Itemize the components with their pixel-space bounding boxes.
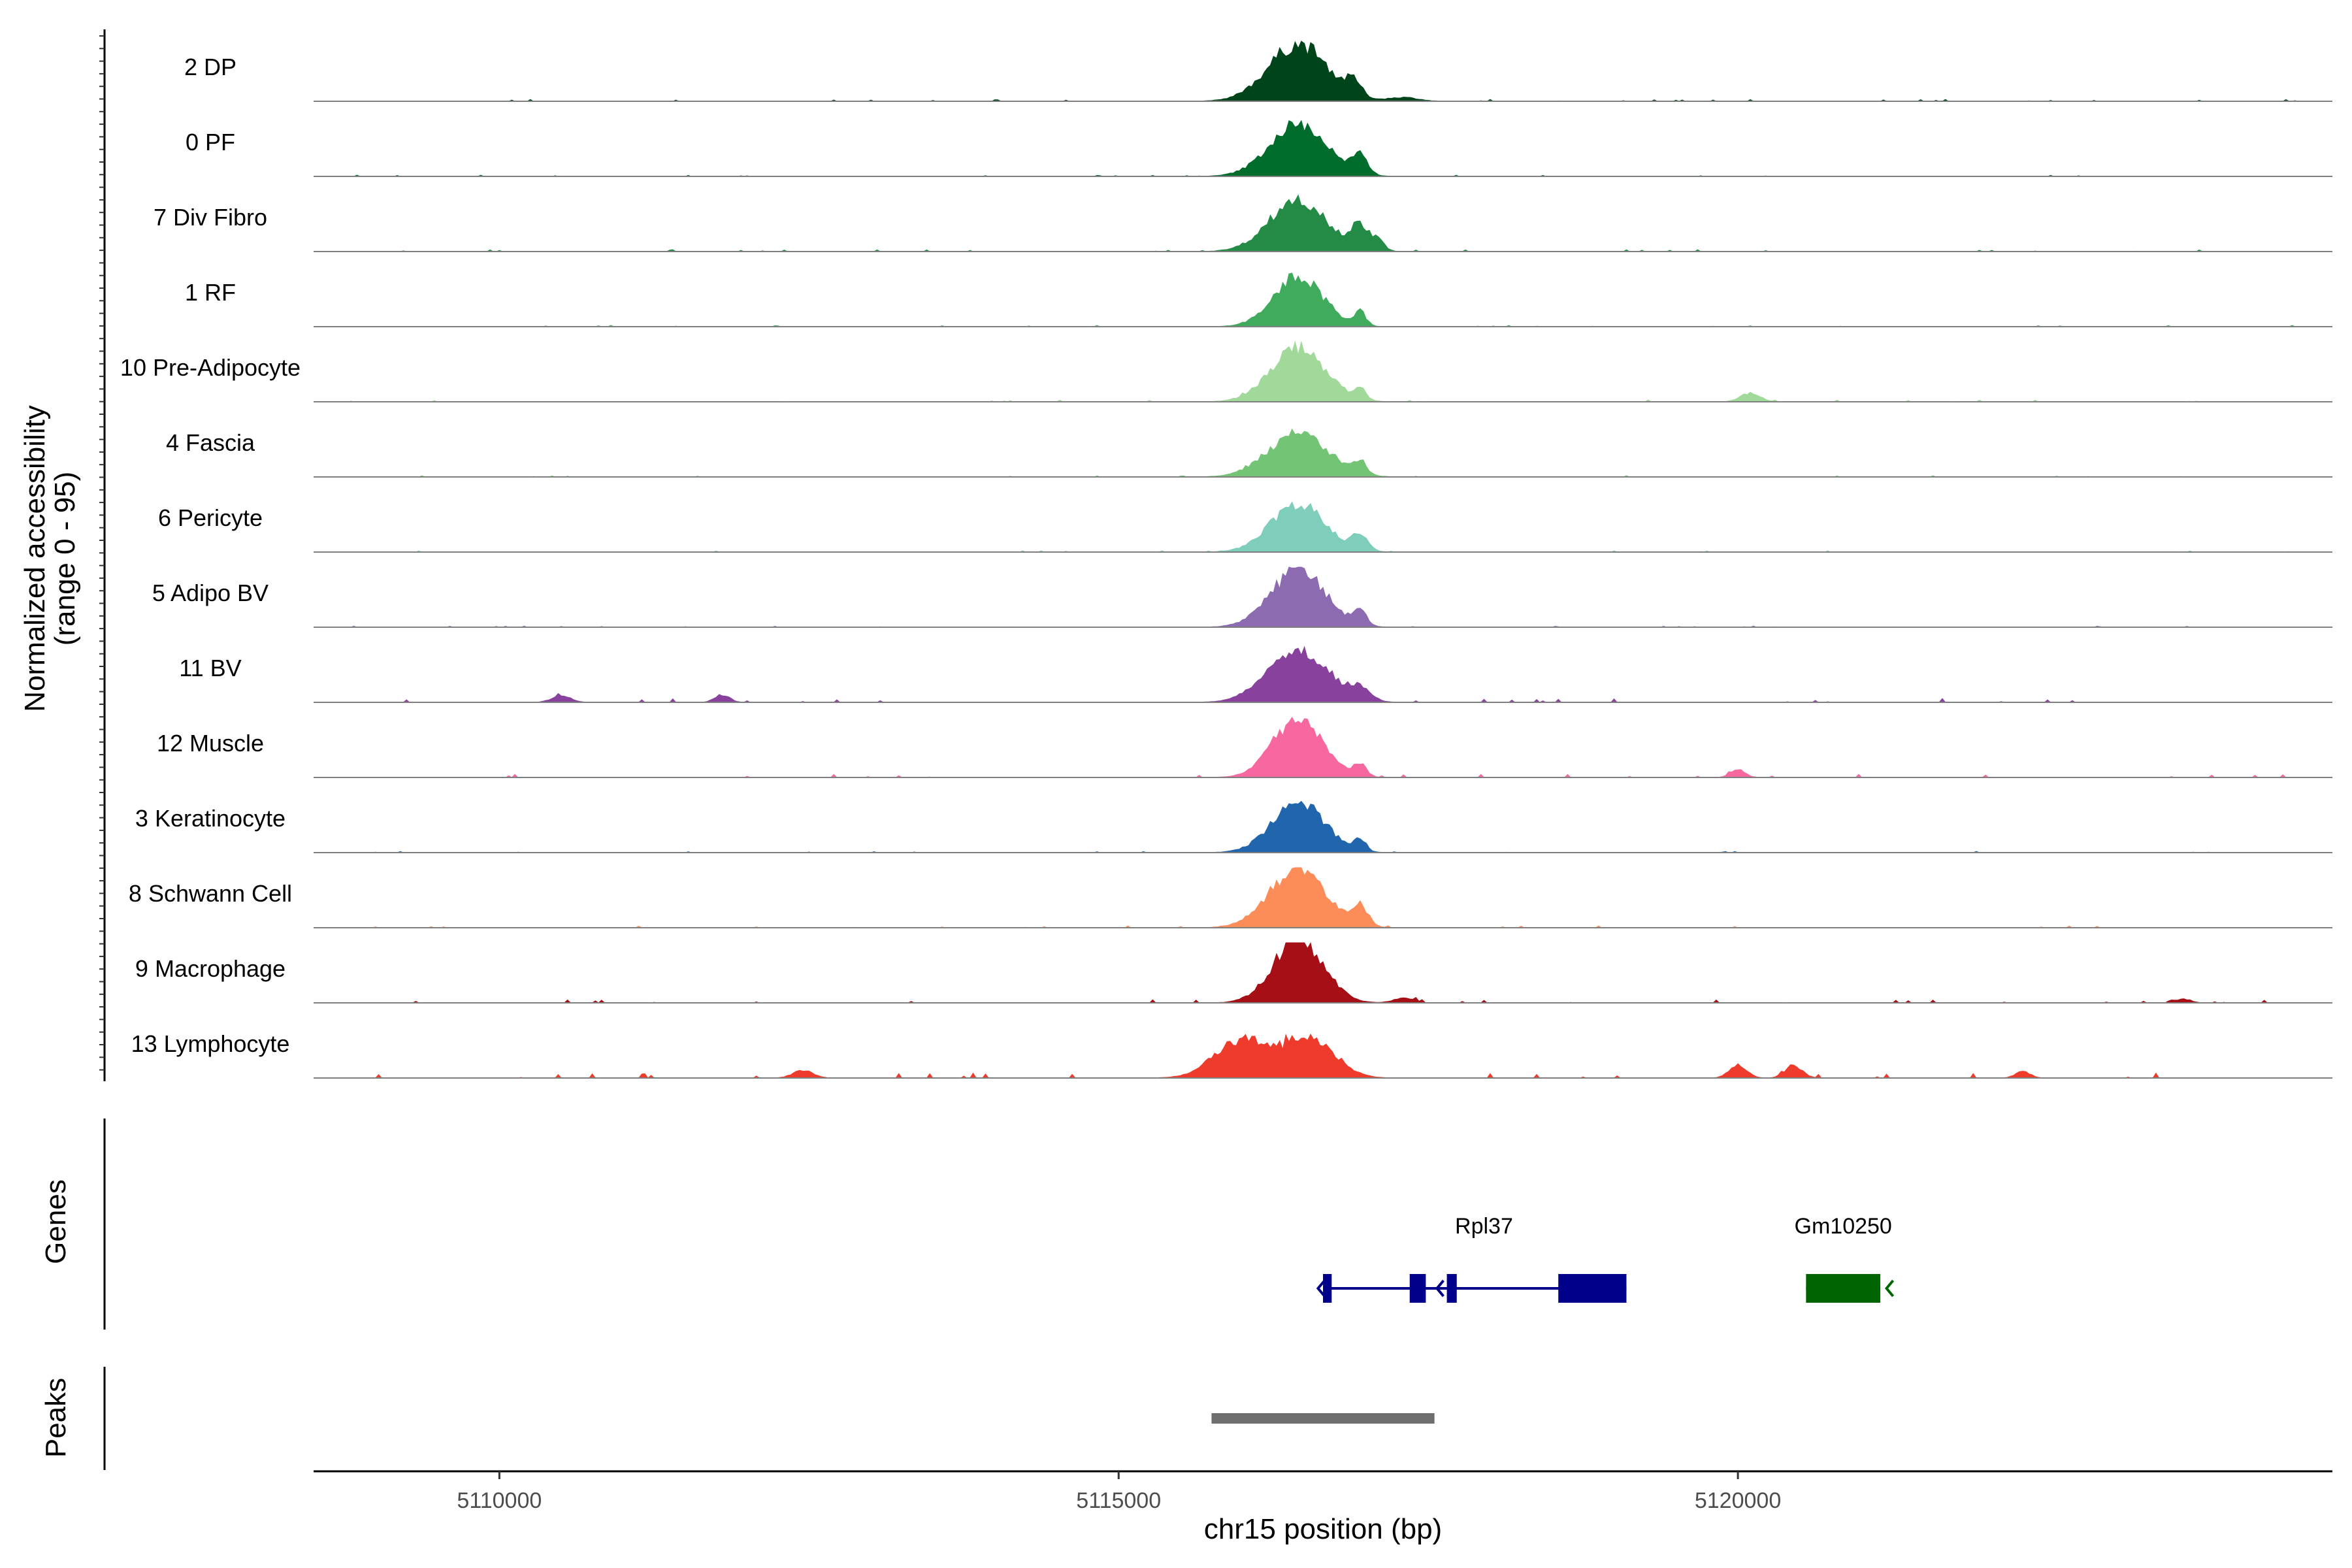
track-2-dp: 2 DP — [184, 41, 2332, 102]
peak-region — [1211, 1413, 1435, 1424]
track-12-muscle: 12 Muscle — [157, 717, 2332, 778]
track-8-schwann-cell: 8 Schwann Cell — [129, 867, 2332, 928]
peaks-panel — [103, 1367, 1435, 1470]
coverage-area — [350, 566, 2296, 628]
coverage-area — [350, 867, 2296, 928]
track-label: 6 Pericyte — [158, 504, 263, 531]
track-13-lymphocyte: 13 Lymphocyte — [131, 1030, 2332, 1079]
gene-label: Rpl37 — [1455, 1214, 1513, 1239]
gene-exon — [1446, 1274, 1457, 1303]
genes-panel: Rpl37 Gm10250 — [103, 1119, 1895, 1330]
x-tick-label: 5110000 — [457, 1488, 542, 1513]
y-axis-title-line1: Normalized accessibility — [19, 405, 51, 711]
coverage-area — [350, 272, 2296, 327]
genes-panel-title: Genes — [40, 1179, 72, 1264]
gene-label: Gm10250 — [1795, 1214, 1892, 1239]
coverage-area — [350, 717, 2296, 778]
track-5-adipo-bv: 5 Adipo BV — [152, 566, 2332, 628]
track-11-bv: 11 BV — [179, 645, 2332, 703]
gene-exon — [1323, 1274, 1332, 1303]
x-axis: 5110000 5115000 5120000 — [314, 1470, 2332, 1513]
track-label: 3 Keratinocyte — [135, 805, 286, 832]
strand-arrow-icon — [1316, 1279, 1326, 1298]
x-tick-label: 5115000 — [1076, 1488, 1161, 1513]
peaks-panel-title: Peaks — [40, 1378, 72, 1458]
track-label: 8 Schwann Cell — [129, 880, 292, 907]
gene-exon — [1558, 1274, 1627, 1303]
track-1-rf: 1 RF — [185, 272, 2332, 327]
track-0-pf: 0 PF — [186, 120, 2332, 177]
gene-rpl37: Rpl37 — [1316, 1214, 1627, 1303]
coverage-area — [350, 120, 2296, 177]
track-label: 9 Macrophage — [135, 955, 286, 982]
x-tick-label: 5120000 — [1695, 1488, 1781, 1513]
track-4-fascia: 4 Fascia — [166, 428, 2332, 478]
coverage-area — [350, 942, 2296, 1004]
track-label: 10 Pre-Adipocyte — [120, 354, 301, 381]
track-7-div-fibro: 7 Div Fibro — [154, 194, 2332, 252]
track-label: 11 BV — [179, 655, 241, 681]
coverage-area — [350, 645, 2296, 703]
track-6-pericyte: 6 Pericyte — [158, 501, 2332, 553]
coverage-area — [350, 501, 2296, 553]
track-3-keratinocyte: 3 Keratinocyte — [135, 800, 2332, 853]
track-label: 12 Muscle — [157, 730, 264, 757]
strand-arrow-icon — [1435, 1279, 1445, 1298]
track-label: 5 Adipo BV — [152, 580, 269, 606]
track-label: 2 DP — [184, 54, 237, 80]
strand-arrow-icon — [1884, 1279, 1895, 1298]
y-axis — [99, 29, 106, 1081]
coverage-area — [350, 194, 2296, 252]
track-label: 1 RF — [185, 279, 236, 306]
track-label: 4 Fascia — [166, 429, 255, 456]
gene-exon — [1409, 1274, 1426, 1303]
gene-exon — [1806, 1274, 1881, 1303]
coverage-area — [350, 41, 2296, 102]
x-axis-title: chr15 position (bp) — [1204, 1513, 1442, 1545]
track-label: 13 Lymphocyte — [131, 1030, 290, 1057]
gene-gm10250: Gm10250 — [1795, 1214, 1895, 1303]
coverage-area — [350, 428, 2296, 478]
track-9-macrophage: 9 Macrophage — [135, 942, 2332, 1004]
y-axis-title-line2: (range 0 - 95) — [49, 472, 81, 646]
coverage-area — [350, 800, 2296, 853]
track-label: 7 Div Fibro — [154, 204, 267, 231]
coverage-tracks: 2 DP 0 PF 7 Div Fibro 1 RF 10 Pre-Adipocyte 4… — [120, 41, 2332, 1079]
track-10-pre-adipocyte: 10 Pre-Adipocyte — [120, 340, 2332, 402]
track-label: 0 PF — [186, 129, 235, 155]
coverage-area — [350, 340, 2296, 402]
coverage-area — [350, 1034, 2296, 1079]
